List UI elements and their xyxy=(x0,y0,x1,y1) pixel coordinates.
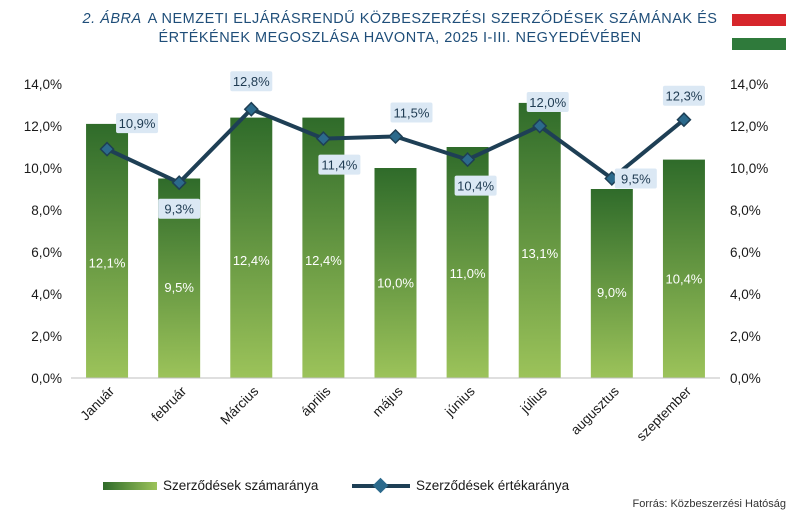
x-tick-label: Január xyxy=(77,383,117,423)
bar-data-label: 9,0% xyxy=(597,285,627,300)
flag-stripe-green xyxy=(732,38,786,50)
y-tick-label-right: 12,0% xyxy=(730,119,768,134)
y-tick-label-right: 6,0% xyxy=(730,245,761,260)
line-data-label-box xyxy=(526,92,569,112)
legend-item-bars: Szerződések számaránya xyxy=(103,478,318,493)
line-point xyxy=(315,131,331,147)
y-tick-label-left: 8,0% xyxy=(31,203,62,218)
x-tick-label: június xyxy=(441,383,477,419)
line-point xyxy=(532,118,548,134)
y-tick-label-right: 2,0% xyxy=(730,329,761,344)
line-data-label: 9,5% xyxy=(621,172,651,187)
flag-stripe-red xyxy=(732,14,786,26)
line-data-label-box xyxy=(390,102,433,123)
bar-data-label: 11,0% xyxy=(450,266,486,281)
chart-title: 2. ÁBRA A NEMZETI ELJÁRÁSRENDŰ KÖZBESZERZ… xyxy=(0,10,800,48)
y-tick-label-right: 0,0% xyxy=(730,371,761,386)
y-tick-label-left: 10,0% xyxy=(24,161,62,176)
bar xyxy=(662,159,705,378)
bar-data-label: 12,1% xyxy=(89,256,126,271)
bar xyxy=(86,123,129,379)
figure-number: 2. ÁBRA xyxy=(82,11,142,27)
line-data-label-box xyxy=(614,168,657,189)
bar xyxy=(230,117,273,378)
x-tick-label: augusztus xyxy=(568,383,622,437)
hungarian-flag-icon xyxy=(732,14,786,50)
line-data-label: 12,3% xyxy=(666,89,703,104)
bar-data-label: 9,5% xyxy=(164,280,194,295)
line-data-label-box xyxy=(158,198,201,219)
x-tick-label: február xyxy=(148,383,189,424)
legend-line-swatch xyxy=(352,477,410,493)
line-point xyxy=(171,175,187,191)
legend-bar-label: Szerződések számaránya xyxy=(163,478,319,493)
x-tick-label: Március xyxy=(217,383,261,427)
x-tick-label: július xyxy=(517,383,550,416)
x-tick-label: április xyxy=(298,383,334,419)
bar-data-label: 12,4% xyxy=(305,253,342,268)
y-tick-label-right: 10,0% xyxy=(730,161,768,176)
title-line-1: 2. ÁBRA A NEMZETI ELJÁRÁSRENDŰ KÖZBESZERZ… xyxy=(0,10,800,29)
line-data-label: 10,9% xyxy=(119,116,156,131)
y-tick-label-left: 6,0% xyxy=(31,245,62,260)
line-data-label: 11,4% xyxy=(321,158,357,173)
line-data-label: 9,3% xyxy=(164,202,194,217)
line-point xyxy=(99,141,115,157)
bar-data-label: 12,4% xyxy=(233,253,270,268)
y-tick-label-right: 8,0% xyxy=(730,203,761,218)
bar xyxy=(590,189,633,378)
legend-line-label: Szerződések értékaránya xyxy=(416,478,570,493)
legend-item-line: Szerződések értékaránya xyxy=(352,477,570,493)
bar-data-label: 13,1% xyxy=(521,246,558,261)
line-data-label: 12,8% xyxy=(233,74,270,89)
bar-data-label: 10,4% xyxy=(666,272,703,287)
line-data-label: 12,0% xyxy=(529,95,566,110)
y-tick-label-left: 0,0% xyxy=(31,371,62,386)
y-tick-label-left: 2,0% xyxy=(31,329,62,344)
flag-stripe-white xyxy=(732,26,786,38)
source-note: Forrás: Közbeszerzési Hatóság xyxy=(632,498,786,510)
legend-bar-swatch xyxy=(103,481,157,490)
bar xyxy=(518,102,561,379)
line-point xyxy=(676,112,692,128)
title-text-1: A NEMZETI ELJÁRÁSRENDŰ KÖZBESZERZÉSI SZE… xyxy=(147,11,718,27)
line-data-label: 10,4% xyxy=(457,179,494,194)
bar-data-label: 10,0% xyxy=(377,276,414,291)
line-point xyxy=(243,101,259,117)
y-tick-label-left: 12,0% xyxy=(24,119,62,134)
bar xyxy=(374,168,417,378)
line-data-label-box xyxy=(454,175,497,196)
line-point xyxy=(460,152,476,168)
line-data-label-box xyxy=(662,85,705,106)
y-tick-label-right: 4,0% xyxy=(730,287,761,302)
y-tick-label-right: 14,0% xyxy=(730,77,768,92)
line-point xyxy=(387,128,404,145)
y-tick-label-left: 14,0% xyxy=(24,77,62,92)
line-data-label-box xyxy=(230,71,273,92)
x-tick-label: szeptember xyxy=(634,383,695,444)
line-data-label-box xyxy=(318,154,361,175)
combo-chart: 0,0% 0,0% 2,0% 2,0% 4,0% 4,0% 6,0% 6,0% 8,0% 8,0%… xyxy=(24,71,768,444)
line-data-label-box xyxy=(116,113,159,134)
y-tick-label-left: 4,0% xyxy=(31,287,62,302)
line-data-label: 11,5% xyxy=(394,106,430,121)
title-line-2: ÉRTÉKÉNEK MEGOSZLÁSA HAVONTA, 2025 I-III… xyxy=(158,30,642,46)
x-tick-label: május xyxy=(370,383,406,419)
